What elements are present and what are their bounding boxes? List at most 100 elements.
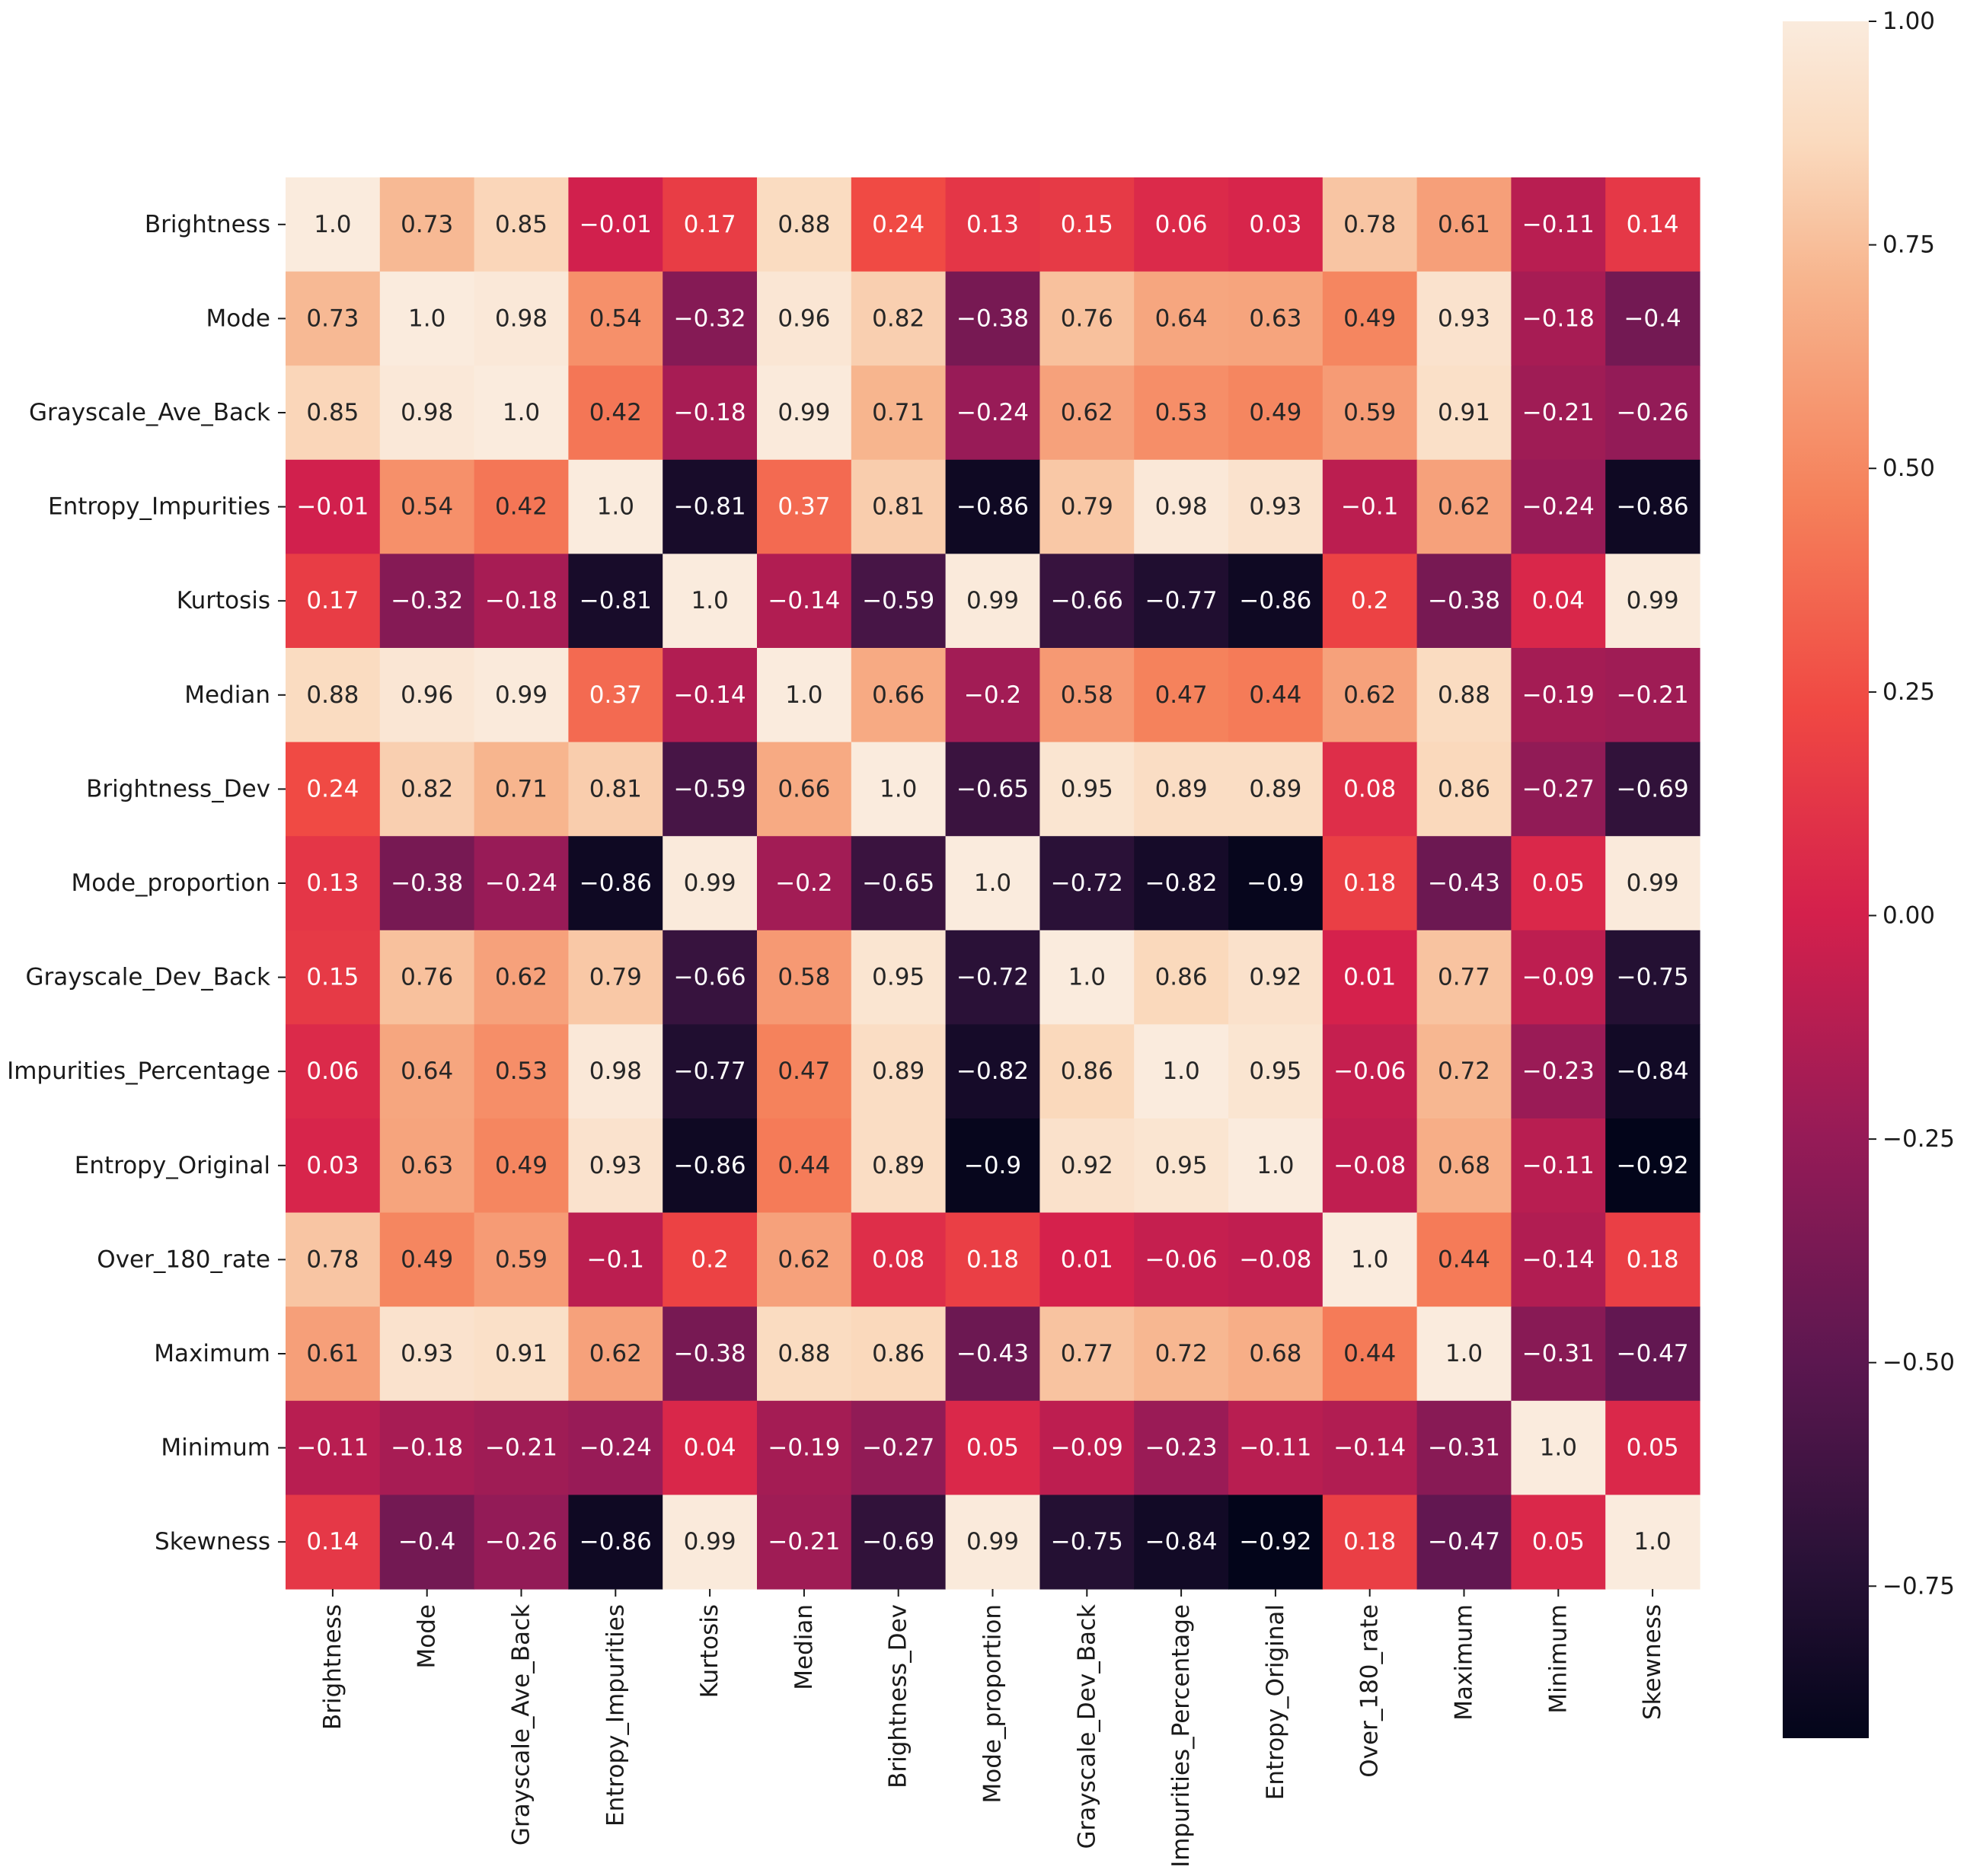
heatmap-cell-label: 0.63: [1249, 305, 1301, 332]
heatmap-cell: [1134, 836, 1229, 931]
heatmap-cell: [379, 930, 475, 1025]
heatmap-cell: [1039, 648, 1135, 743]
heatmap-cell-label: 0.89: [872, 1058, 924, 1085]
heatmap-cell: [757, 930, 852, 1025]
heatmap-cell-label: 0.18: [1343, 1528, 1396, 1555]
heatmap-cell: [568, 1495, 663, 1590]
heatmap-cell-label: 0.73: [306, 305, 359, 332]
heatmap-cell-label: 0.2: [1351, 587, 1388, 614]
colorbar-tick-label: −0.50: [1882, 1349, 1955, 1377]
heatmap-cell-label: −0.32: [674, 305, 746, 332]
heatmap-cell: [1605, 836, 1700, 931]
heatmap-cell-label: −0.84: [1145, 1528, 1218, 1555]
heatmap-cell: [1416, 365, 1512, 461]
heatmap-cell: [379, 648, 475, 743]
heatmap-cell-label: −0.59: [674, 775, 746, 802]
heatmap-cell-label: −0.27: [862, 1434, 934, 1462]
heatmap-cell: [1039, 1212, 1135, 1307]
heatmap-cell-label: 0.66: [872, 681, 924, 709]
heatmap-cell-label: −0.24: [956, 399, 1029, 426]
heatmap-cell-label: 0.71: [872, 399, 924, 426]
heatmap-cell: [945, 1024, 1040, 1119]
heatmap-cell-label: 0.44: [778, 1152, 830, 1179]
heatmap-cell: [474, 554, 569, 649]
heatmap-cell-label: −0.31: [1428, 1434, 1500, 1462]
heatmap-cell: [286, 1495, 381, 1590]
x-tick-label: Minimum: [1544, 1604, 1572, 1714]
heatmap-cell-label: −0.06: [1333, 1058, 1406, 1085]
heatmap-cell-label: 0.08: [872, 1246, 924, 1273]
heatmap-cell: [1322, 1118, 1418, 1214]
heatmap-cell: [1605, 459, 1700, 554]
heatmap-cell: [945, 1212, 1040, 1307]
heatmap-cell: [379, 836, 475, 931]
heatmap-cell: [663, 836, 758, 931]
heatmap-cell: [379, 365, 475, 461]
heatmap-cell-label: 0.62: [1061, 399, 1113, 426]
heatmap-cell-label: −0.27: [1522, 775, 1595, 802]
heatmap-cell: [474, 742, 569, 837]
heatmap-cell: [568, 1400, 663, 1495]
heatmap-cell-label: 0.77: [1438, 964, 1490, 991]
heatmap-cell: [1511, 177, 1606, 273]
heatmap-cell: [851, 836, 947, 931]
y-tick-label: Median: [184, 681, 270, 709]
heatmap-cell: [663, 1024, 758, 1119]
heatmap-cell-label: −0.77: [674, 1058, 746, 1085]
heatmap-cell-label: 0.98: [401, 399, 453, 426]
heatmap-cell: [568, 930, 663, 1025]
heatmap-cell: [663, 1495, 758, 1590]
heatmap-cell-label: 1.0: [1633, 1528, 1671, 1555]
heatmap-cell-label: −0.32: [391, 587, 463, 614]
heatmap-cell: [1228, 648, 1324, 743]
heatmap-cell-label: 0.95: [1155, 1152, 1208, 1179]
heatmap-cell: [568, 1024, 663, 1119]
colorbar-tick-label: 0.50: [1882, 455, 1935, 482]
heatmap-cell-label: 0.93: [1249, 493, 1301, 521]
heatmap-cell-label: 0.03: [1249, 211, 1301, 238]
heatmap-cell-label: 0.91: [1438, 399, 1490, 426]
heatmap-cell: [1605, 742, 1700, 837]
heatmap-cell: [757, 271, 852, 366]
heatmap-cell: [286, 1212, 381, 1307]
heatmap-cell: [1416, 554, 1512, 649]
heatmap-cell: [1039, 1306, 1135, 1402]
y-tick-label: Skewness: [155, 1528, 270, 1555]
heatmap-cell-label: 0.93: [1438, 305, 1490, 332]
heatmap-cell-label: −0.69: [1617, 775, 1689, 802]
heatmap-cell-label: −0.2: [964, 681, 1021, 709]
y-tick-label: Entropy_Original: [75, 1152, 270, 1179]
heatmap-cell-label: 0.86: [1438, 775, 1490, 802]
heatmap-cell: [851, 554, 947, 649]
heatmap-cell-label: −0.19: [1522, 681, 1595, 709]
heatmap-cell-label: 0.81: [872, 493, 924, 521]
heatmap-cell-label: −0.09: [1051, 1434, 1123, 1462]
heatmap-cell-label: 1.0: [1257, 1152, 1294, 1179]
heatmap-cell: [1134, 271, 1229, 366]
heatmap-cell-label: 0.79: [589, 964, 642, 991]
heatmap-cell: [1511, 1495, 1606, 1590]
heatmap-cell: [474, 177, 569, 273]
heatmap-cell-label: 0.99: [778, 399, 830, 426]
heatmap-cell: [474, 459, 569, 554]
heatmap-cell: [286, 459, 381, 554]
heatmap-cell: [1322, 271, 1418, 366]
heatmap-cell-label: 0.61: [1438, 211, 1490, 238]
heatmap-cell-label: −0.18: [485, 587, 557, 614]
heatmap-cell: [1511, 1306, 1606, 1402]
heatmap-cell-label: 1.0: [974, 869, 1011, 897]
heatmap-cell: [851, 459, 947, 554]
heatmap-cell: [568, 177, 663, 273]
y-tick-label: Entropy_Impurities: [48, 493, 270, 521]
heatmap-cell: [1134, 365, 1229, 461]
heatmap-cell: [286, 930, 381, 1025]
heatmap-cell: [1605, 271, 1700, 366]
y-tick-label: Mode: [206, 305, 270, 332]
heatmap-cell-label: 0.62: [1343, 681, 1396, 709]
heatmap-cell: [1039, 836, 1135, 931]
heatmap-cell-label: −0.47: [1428, 1528, 1500, 1555]
heatmap-cell: [663, 1400, 758, 1495]
heatmap-cell-label: −0.86: [674, 1152, 746, 1179]
heatmap-cell: [1134, 459, 1229, 554]
